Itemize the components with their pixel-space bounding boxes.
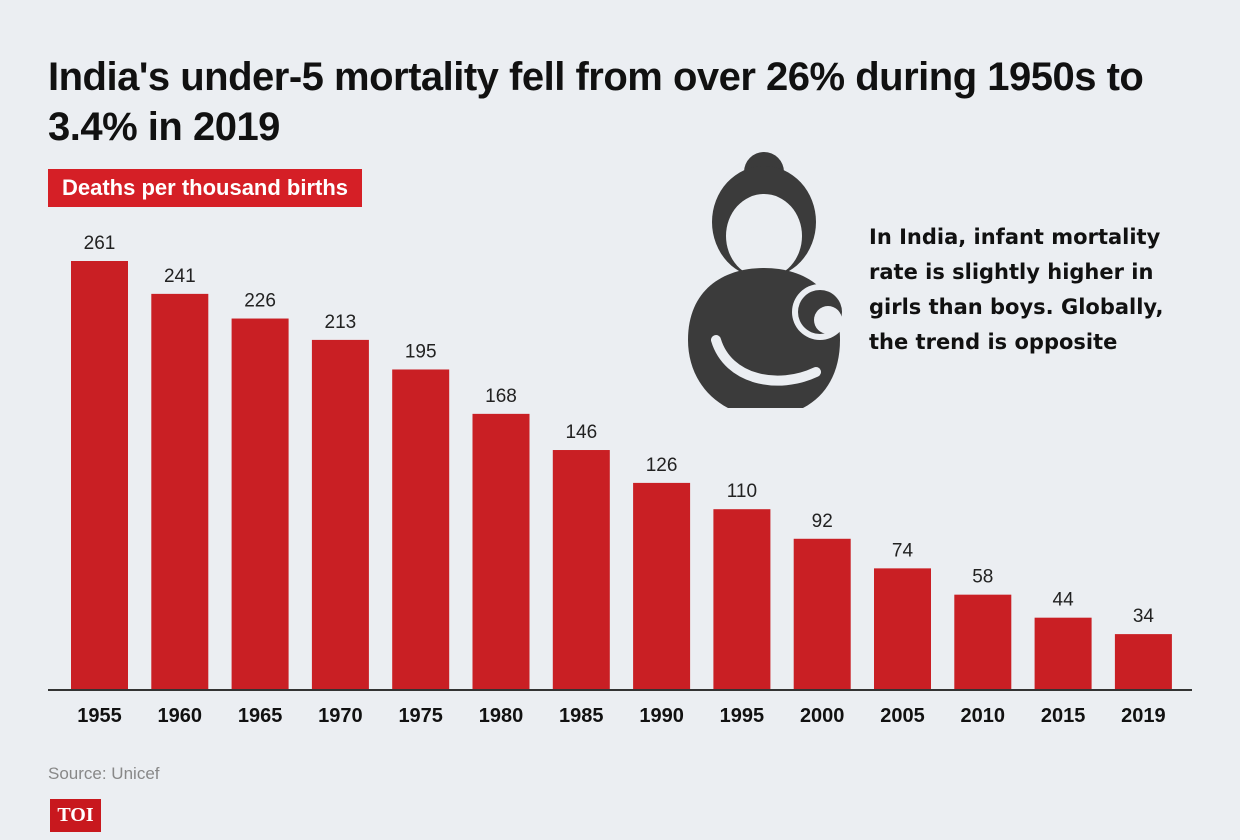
bar-1955 — [71, 261, 128, 690]
bar-1960 — [151, 293, 209, 690]
x-tick-1985: 1985 — [559, 705, 604, 727]
bar-1995 — [713, 509, 771, 690]
x-tick-1960: 1960 — [158, 705, 203, 727]
bar-1965 — [231, 318, 289, 690]
bar-1970 — [311, 339, 369, 690]
x-tick-2000: 2000 — [800, 705, 845, 727]
data-label-2000: 92 — [812, 511, 833, 532]
data-label-2015: 44 — [1053, 590, 1075, 611]
x-tick-1975: 1975 — [398, 705, 443, 727]
x-tick-2019: 2019 — [1121, 705, 1166, 727]
bar-1985 — [552, 450, 610, 690]
x-tick-2015: 2015 — [1041, 705, 1086, 727]
data-label-1995: 110 — [727, 481, 757, 502]
bar-1975 — [392, 369, 450, 690]
bar-2000 — [793, 538, 851, 690]
chart-title: India's under-5 mortality fell from over… — [48, 55, 1144, 149]
toi-logo: TOI — [50, 799, 101, 832]
data-label-2005: 74 — [892, 540, 914, 561]
x-tick-1980: 1980 — [479, 705, 524, 727]
chart-subtitle: Deaths per thousand births — [48, 169, 363, 207]
data-label-1955: 261 — [84, 233, 116, 254]
x-tick-1970: 1970 — [318, 705, 363, 727]
data-label-1970: 213 — [325, 312, 357, 333]
x-tick-2005: 2005 — [880, 705, 925, 727]
data-label-1960: 241 — [164, 266, 196, 287]
x-tick-1965: 1965 — [238, 705, 283, 727]
data-label-2010: 58 — [972, 567, 993, 588]
bar-2019 — [1114, 634, 1172, 690]
bar-2005 — [874, 568, 931, 690]
x-tick-2010: 2010 — [961, 705, 1006, 727]
bars-group: 261 1955 241 1960 226 1965 213 1970 195 1975 168 19… — [71, 233, 1172, 727]
data-label-1985: 146 — [565, 422, 597, 443]
data-label-1980: 168 — [485, 386, 517, 407]
annotation-text: In India, infant mortality rate is sligh… — [869, 225, 1164, 354]
bar-2010 — [954, 594, 1012, 690]
mother-holding-baby-icon — [668, 150, 858, 425]
x-tick-1955: 1955 — [77, 705, 122, 727]
bar-1980 — [472, 413, 530, 690]
bar-2015 — [1034, 617, 1092, 690]
data-label-1965: 226 — [244, 291, 276, 312]
x-tick-1990: 1990 — [639, 705, 684, 727]
data-label-1990: 126 — [646, 455, 678, 476]
bar-1990 — [633, 482, 691, 690]
data-label-2019: 34 — [1133, 606, 1155, 627]
source-note: Source: Unicef — [48, 764, 160, 783]
data-label-1975: 195 — [405, 341, 437, 362]
x-tick-1995: 1995 — [720, 705, 765, 727]
